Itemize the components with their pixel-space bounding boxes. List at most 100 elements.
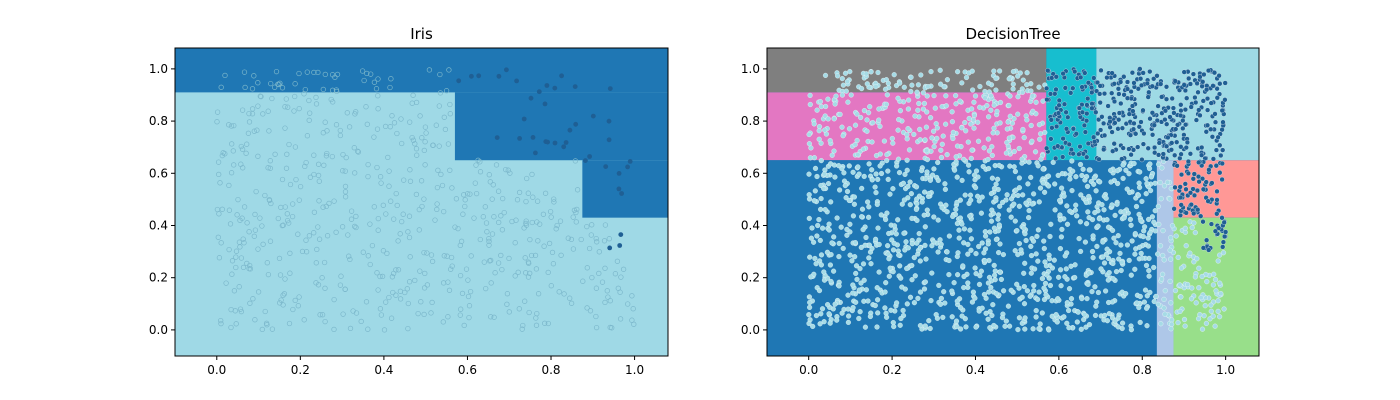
data-point	[374, 164, 380, 171]
data-point	[969, 299, 975, 305]
data-point	[588, 232, 594, 238]
data-point	[1155, 203, 1161, 209]
data-point	[462, 203, 468, 210]
data-point	[982, 258, 988, 264]
data-point	[1029, 201, 1035, 207]
data-point	[1011, 164, 1017, 170]
data-point	[292, 81, 298, 87]
data-point	[949, 109, 955, 115]
data-point	[1116, 256, 1122, 262]
data-point	[1020, 89, 1026, 95]
data-point	[1126, 257, 1132, 263]
data-point	[1099, 202, 1105, 208]
data-point	[275, 215, 281, 222]
data-point	[389, 274, 396, 280]
data-point	[390, 270, 397, 277]
data-point	[222, 72, 228, 79]
data-point	[416, 206, 422, 213]
data-point	[337, 132, 344, 139]
data-point	[822, 127, 828, 133]
data-point	[1059, 226, 1065, 232]
data-point	[1183, 210, 1189, 216]
data-point	[484, 229, 490, 235]
data-point	[395, 267, 402, 273]
data-point	[1152, 150, 1158, 156]
data-point	[1046, 256, 1052, 262]
data-point	[1029, 93, 1035, 99]
data-point	[533, 266, 540, 272]
data-point	[365, 253, 371, 259]
data-point	[1217, 81, 1223, 87]
data-point	[818, 252, 825, 258]
data-point	[260, 241, 266, 247]
data-point	[1093, 109, 1099, 115]
data-point	[1214, 188, 1220, 194]
data-point	[820, 225, 826, 231]
data-point	[1011, 116, 1017, 122]
data-point	[997, 241, 1003, 247]
data-point	[1120, 175, 1126, 181]
data-point	[1086, 167, 1092, 173]
data-point	[587, 154, 592, 159]
data-point	[1183, 145, 1189, 151]
data-point	[572, 84, 578, 89]
data-point	[1049, 75, 1055, 81]
data-point	[1199, 326, 1206, 332]
data-point	[1167, 247, 1173, 253]
data-point	[1036, 326, 1042, 332]
data-point	[1185, 170, 1191, 176]
data-point	[461, 322, 467, 329]
data-point	[292, 297, 298, 304]
data-point	[834, 215, 840, 221]
data-point	[893, 231, 899, 237]
data-point	[472, 180, 478, 186]
data-point	[1076, 151, 1082, 157]
data-point	[1094, 79, 1101, 86]
data-point	[913, 184, 920, 190]
x-tick-label: 0.2	[883, 363, 902, 377]
data-point	[965, 139, 971, 145]
data-point	[1042, 189, 1048, 195]
data-point	[1121, 74, 1127, 80]
data-point	[1015, 73, 1021, 79]
data-point	[553, 226, 559, 232]
data-point	[1023, 200, 1029, 206]
data-point	[1182, 323, 1188, 329]
data-point	[477, 236, 483, 243]
data-point	[501, 209, 507, 216]
data-point	[419, 203, 425, 210]
data-point	[528, 95, 534, 101]
data-point	[1046, 183, 1052, 189]
data-point	[1140, 234, 1146, 240]
data-point	[1151, 122, 1157, 128]
data-point	[1010, 81, 1016, 87]
data-point	[1137, 169, 1143, 175]
data-point	[352, 111, 358, 117]
data-point	[607, 245, 613, 251]
data-point	[939, 104, 945, 110]
data-point	[1168, 235, 1174, 241]
data-point	[811, 239, 817, 245]
data-point	[914, 217, 920, 223]
x-tick-label: 0.2	[291, 363, 310, 377]
data-point	[979, 194, 985, 200]
data-point	[374, 270, 380, 276]
data-point	[1139, 255, 1145, 261]
data-point	[265, 108, 271, 114]
data-point	[953, 159, 959, 165]
data-point	[1059, 171, 1065, 177]
data-point	[990, 210, 997, 216]
data-point	[1015, 111, 1021, 117]
data-point	[567, 127, 573, 133]
data-point	[401, 177, 407, 183]
data-point	[1185, 158, 1191, 165]
data-point	[1196, 159, 1202, 165]
data-point	[1136, 180, 1142, 186]
data-point	[869, 245, 875, 252]
data-point	[1143, 262, 1150, 269]
data-point	[375, 93, 381, 99]
data-point	[410, 137, 417, 143]
data-point	[1067, 172, 1073, 178]
data-point	[1121, 215, 1127, 221]
data-point	[347, 325, 354, 332]
